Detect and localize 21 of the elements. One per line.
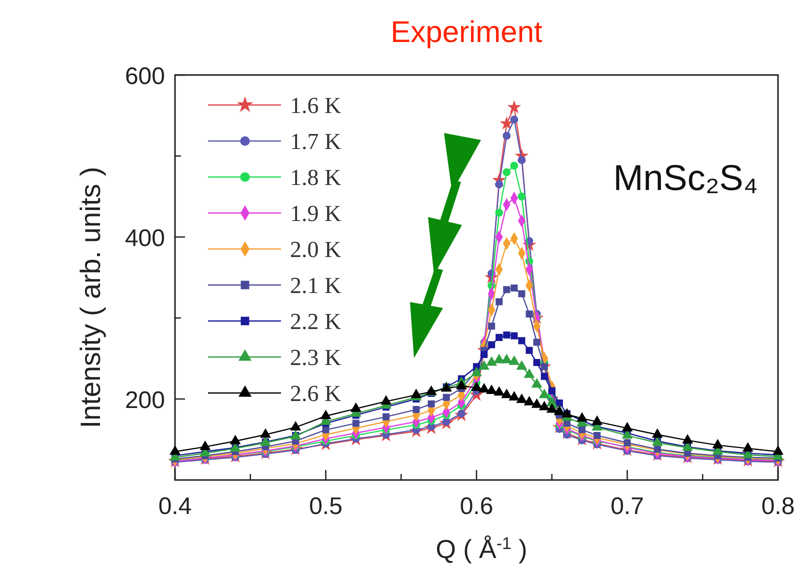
legend-label: 1.8 K: [290, 165, 342, 190]
legend-label: 1.6 K: [290, 93, 342, 118]
legend-label: 2.0 K: [290, 237, 342, 262]
legend-label: 1.7 K: [290, 129, 342, 154]
legend-label: 2.3 K: [290, 345, 342, 370]
x-tick-label: 0.5: [309, 493, 342, 520]
annotation: MnSc₂S₄: [613, 157, 758, 198]
y-axis-title: Intensity ( arb. units ): [75, 166, 106, 428]
y-tick-label: 400: [124, 225, 165, 252]
y-tick-label: 200: [124, 387, 165, 414]
x-axis-title: Q ( Å$^{-1}$ ): [436, 534, 528, 564]
x-tick-label: 0.6: [460, 493, 494, 520]
x-tick-label: 0.4: [158, 493, 192, 520]
legend-label: 2.2 K: [290, 309, 342, 334]
x-tick-label: 0.8: [761, 493, 795, 520]
x-tick-label: 0.7: [610, 493, 644, 520]
chart-title: Experiment: [390, 16, 544, 49]
legend-label: 1.9 K: [290, 201, 342, 226]
y-tick-label: 600: [124, 63, 165, 90]
legend-label: 2.1 K: [290, 273, 342, 298]
legend-label: 2.6 K: [290, 381, 342, 406]
